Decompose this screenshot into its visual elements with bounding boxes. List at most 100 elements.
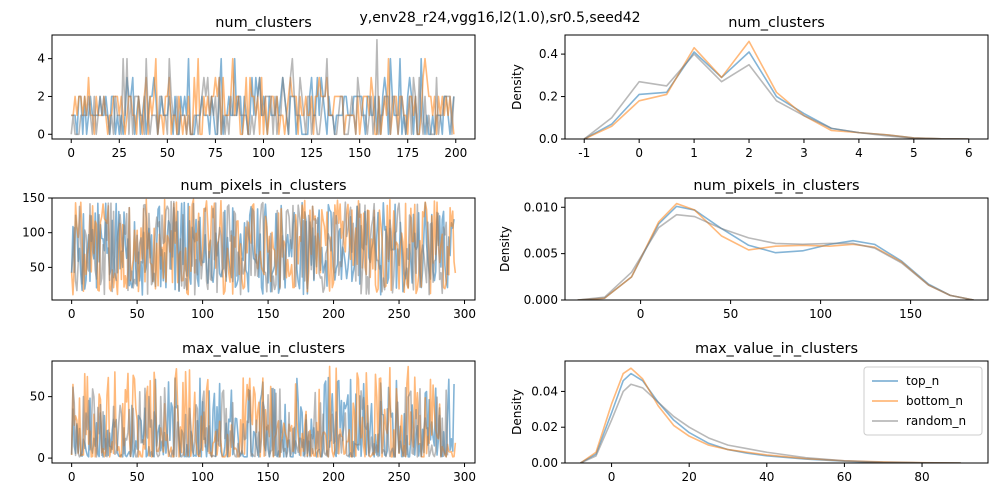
x-tick-label: 0 [67, 146, 75, 160]
x-tick-label: 50 [129, 470, 144, 484]
panel-title: num_pixels_in_clusters [693, 178, 859, 194]
x-tick-label: 100 [809, 307, 832, 321]
x-tick-label: 0 [68, 307, 76, 321]
series-line-top-n [577, 205, 974, 300]
axes-frame [564, 197, 989, 301]
x-tick-label: 200 [322, 307, 345, 321]
panel-title: num_pixels_in_clusters [180, 178, 346, 194]
legend-frame [863, 366, 983, 436]
num-clusters-trace-panel: 0 25 50 75 100 125 150 175 200 0 2 4 num_clusters [37, 15, 476, 160]
x-tick-label: 0 [68, 470, 76, 484]
x-tick-label: 150 [257, 307, 280, 321]
panel-title: max_value_in_clusters [182, 341, 345, 357]
series-line-random-n [70, 386, 449, 458]
x-tick-label: 150 [348, 146, 371, 160]
x-tick-label: 0 [608, 470, 616, 484]
max-value-in-clusters-density-panel: 0 20 40 60 80 0.00 0.02 0.04 max_value_in_cluste… [510, 341, 989, 484]
x-tick-label: 75 [208, 146, 223, 160]
x-tick-label: 100 [191, 307, 214, 321]
num-pixels-in-clusters-density-panel: 0 50 100 150 0.000 0.005 0.010 num_pixels_in_cl… [498, 178, 989, 321]
panel-title: max_value_in_clusters [695, 341, 858, 357]
y-tick-label: 150 [22, 191, 45, 205]
x-tick-label: 150 [899, 307, 922, 321]
series-line-random-n [580, 383, 961, 463]
x-tick-label: 6 [965, 146, 973, 160]
y-tick-label: 4 [37, 52, 45, 66]
y-tick-label: 0 [37, 127, 45, 141]
x-tick-label: 50 [160, 146, 175, 160]
figure-suptitle: y,env28_r24,vgg16,l2(1.0),sr0.5,seed42 [359, 10, 640, 26]
num-pixels-in-clusters-trace-panel: 0 50 100 150 200 250 300 50 100 150 num_pixels_in_… [22, 178, 476, 321]
x-tick-label: 150 [257, 470, 280, 484]
y-tick-label: 0.2 [539, 90, 558, 104]
x-tick-label: 0 [635, 146, 643, 160]
series-group [583, 40, 969, 139]
series-line-random-n [70, 200, 449, 296]
y-axis-label: Density [510, 389, 524, 435]
y-tick-label: 0.010 [524, 200, 558, 214]
x-tick-label: 200 [322, 470, 345, 484]
y-tick-label: 50 [30, 390, 45, 404]
series-line-top-n [583, 51, 969, 139]
max-value-in-clusters-trace-panel: 0 50 100 150 200 250 300 0 50 max_value_in_cluste… [30, 341, 476, 484]
panel-title: num_clusters [215, 15, 312, 31]
series-group [580, 367, 961, 463]
x-tick-label: 4 [855, 146, 863, 160]
x-tick-label: 50 [723, 307, 738, 321]
y-tick-label: 0 [37, 451, 45, 465]
panel-title: num_clusters [728, 15, 825, 31]
x-tick-label: 250 [388, 470, 411, 484]
x-tick-label: 3 [800, 146, 808, 160]
y-axis-label: Density [498, 226, 512, 272]
x-tick-label: 0 [637, 307, 645, 321]
axes-frame [51, 197, 476, 301]
x-tick-label: 50 [129, 307, 144, 321]
x-tick-label: 2 [745, 146, 753, 160]
x-tick-label: 250 [388, 307, 411, 321]
x-tick-label: 25 [112, 146, 127, 160]
y-tick-label: 0.000 [524, 293, 558, 307]
legend-label-random-n: random_n [906, 414, 966, 428]
axes-frame [564, 360, 989, 464]
x-tick-label: 60 [837, 470, 852, 484]
x-tick-label: 300 [453, 470, 476, 484]
num-clusters-density-panel: -1 0 1 2 3 4 5 6 0.0 0.2 0.4 num_clusters Density [510, 15, 989, 160]
series-group [577, 202, 974, 300]
y-tick-label: 0.02 [531, 420, 558, 434]
series-line-bottom-n [583, 40, 969, 139]
x-tick-label: 1 [690, 146, 698, 160]
legend-label-bottom-n: bottom_n [906, 394, 963, 408]
series-line-bottom-n [70, 365, 457, 458]
legend-label-top-n: top_n [906, 374, 939, 388]
x-tick-label: 80 [914, 470, 929, 484]
x-tick-label: 20 [682, 470, 697, 484]
series-group [70, 365, 457, 458]
series-group [70, 38, 455, 136]
x-tick-label: 175 [396, 146, 419, 160]
y-tick-label: 0.005 [524, 247, 558, 261]
series-line-random-n [583, 53, 969, 139]
y-tick-label: 100 [22, 226, 45, 240]
y-tick-label: 0.0 [539, 132, 558, 146]
series-line-random-n [70, 38, 455, 136]
axes-frame [564, 34, 989, 140]
y-tick-label: 2 [37, 89, 45, 103]
y-tick-label: 0.4 [539, 47, 558, 61]
axes-frame [51, 360, 476, 464]
x-tick-label: 5 [910, 146, 918, 160]
y-tick-label: 50 [30, 260, 45, 274]
x-tick-label: 125 [300, 146, 323, 160]
x-tick-label: 40 [759, 470, 774, 484]
x-tick-label: 100 [252, 146, 275, 160]
x-tick-label: 200 [444, 146, 467, 160]
series-group [70, 198, 457, 296]
x-tick-label: 100 [191, 470, 214, 484]
series-line-random-n [577, 213, 974, 300]
x-tick-label: -1 [578, 146, 590, 160]
series-line-bottom-n [70, 198, 457, 296]
y-tick-label: 0.04 [531, 384, 558, 398]
y-tick-label: 0.00 [531, 456, 558, 470]
y-axis-label: Density [510, 64, 524, 110]
